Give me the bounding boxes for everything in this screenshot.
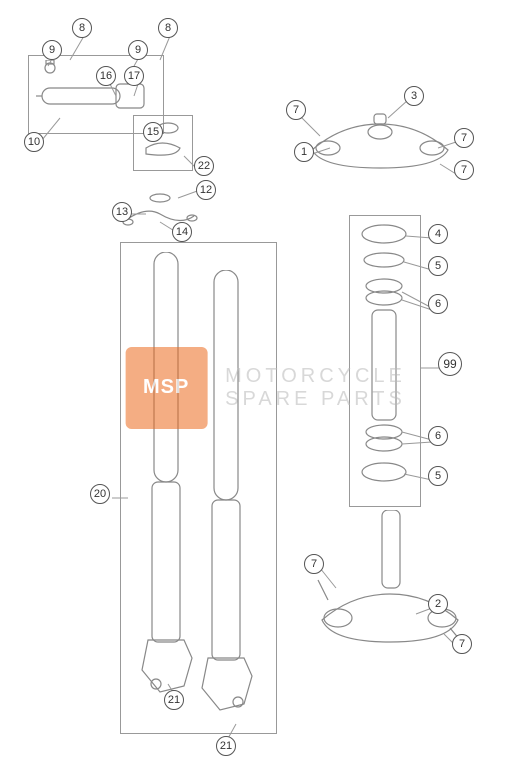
watermark: MSP MOTORCYCLE SPARE PARTS — [125, 347, 406, 429]
callout-label: 13 — [116, 206, 128, 218]
callout-label: 7 — [461, 164, 467, 176]
diagram-stage: 8 9 8 9 10 16 17 15 22 12 13 14 7 3 1 7 … — [0, 0, 531, 775]
callout-13: 13 — [112, 202, 132, 222]
callout-21a: 21 — [164, 690, 184, 710]
callout-5b: 5 — [428, 466, 448, 486]
callout-label: 8 — [79, 22, 85, 34]
callout-label: 9 — [135, 44, 141, 56]
callout-label: 15 — [147, 126, 159, 138]
callout-label: 5 — [435, 260, 441, 272]
watermark-line1: MOTORCYCLE — [225, 365, 406, 388]
callout-1: 1 — [294, 142, 314, 162]
callout-label: 16 — [100, 70, 112, 82]
callout-label: 7 — [461, 132, 467, 144]
callout-label: 21 — [220, 740, 232, 752]
callout-label: 6 — [435, 298, 441, 310]
callout-label: 2 — [435, 598, 441, 610]
callout-label: 8 — [165, 22, 171, 34]
callout-label: 10 — [28, 136, 40, 148]
callout-10: 10 — [24, 132, 44, 152]
callout-label: 9 — [49, 44, 55, 56]
watermark-line2: SPARE PARTS — [225, 388, 406, 411]
watermark-badge: MSP — [125, 347, 207, 429]
callout-label: 4 — [435, 228, 441, 240]
callout-9a: 9 — [42, 40, 62, 60]
callout-9b: 9 — [128, 40, 148, 60]
callout-label: 14 — [176, 226, 188, 238]
callout-7a: 7 — [286, 100, 306, 120]
callout-7e: 7 — [452, 634, 472, 654]
callout-label: 21 — [168, 694, 180, 706]
callout-21b: 21 — [216, 736, 236, 756]
callout-label: 7 — [311, 558, 317, 570]
watermark-text: MOTORCYCLE SPARE PARTS — [225, 365, 406, 411]
callout-label: 3 — [411, 90, 417, 102]
callout-label: 12 — [200, 184, 212, 196]
callout-label: 5 — [435, 470, 441, 482]
callout-20: 20 — [90, 484, 110, 504]
callout-17: 17 — [124, 66, 144, 86]
callout-3: 3 — [404, 86, 424, 106]
callout-5a: 5 — [428, 256, 448, 276]
callout-label: 20 — [94, 488, 106, 500]
callout-7d: 7 — [304, 554, 324, 574]
callout-label: 6 — [435, 430, 441, 442]
callout-6b: 6 — [428, 426, 448, 446]
callout-7b: 7 — [454, 128, 474, 148]
callout-2: 2 — [428, 594, 448, 614]
callout-22: 22 — [194, 156, 214, 176]
callout-16: 16 — [96, 66, 116, 86]
callout-label: 7 — [293, 104, 299, 116]
callout-7c: 7 — [454, 160, 474, 180]
callout-14: 14 — [172, 222, 192, 242]
callout-15: 15 — [143, 122, 163, 142]
callout-label: 22 — [198, 160, 210, 172]
callout-99: 99 — [438, 352, 462, 376]
callout-4: 4 — [428, 224, 448, 244]
callout-6a: 6 — [428, 294, 448, 314]
callout-8b: 8 — [158, 18, 178, 38]
callout-label: 7 — [459, 638, 465, 650]
callout-label: 1 — [301, 146, 307, 158]
callout-8a: 8 — [72, 18, 92, 38]
callout-label: 99 — [443, 357, 456, 371]
callout-label: 17 — [128, 70, 140, 82]
callout-12: 12 — [196, 180, 216, 200]
